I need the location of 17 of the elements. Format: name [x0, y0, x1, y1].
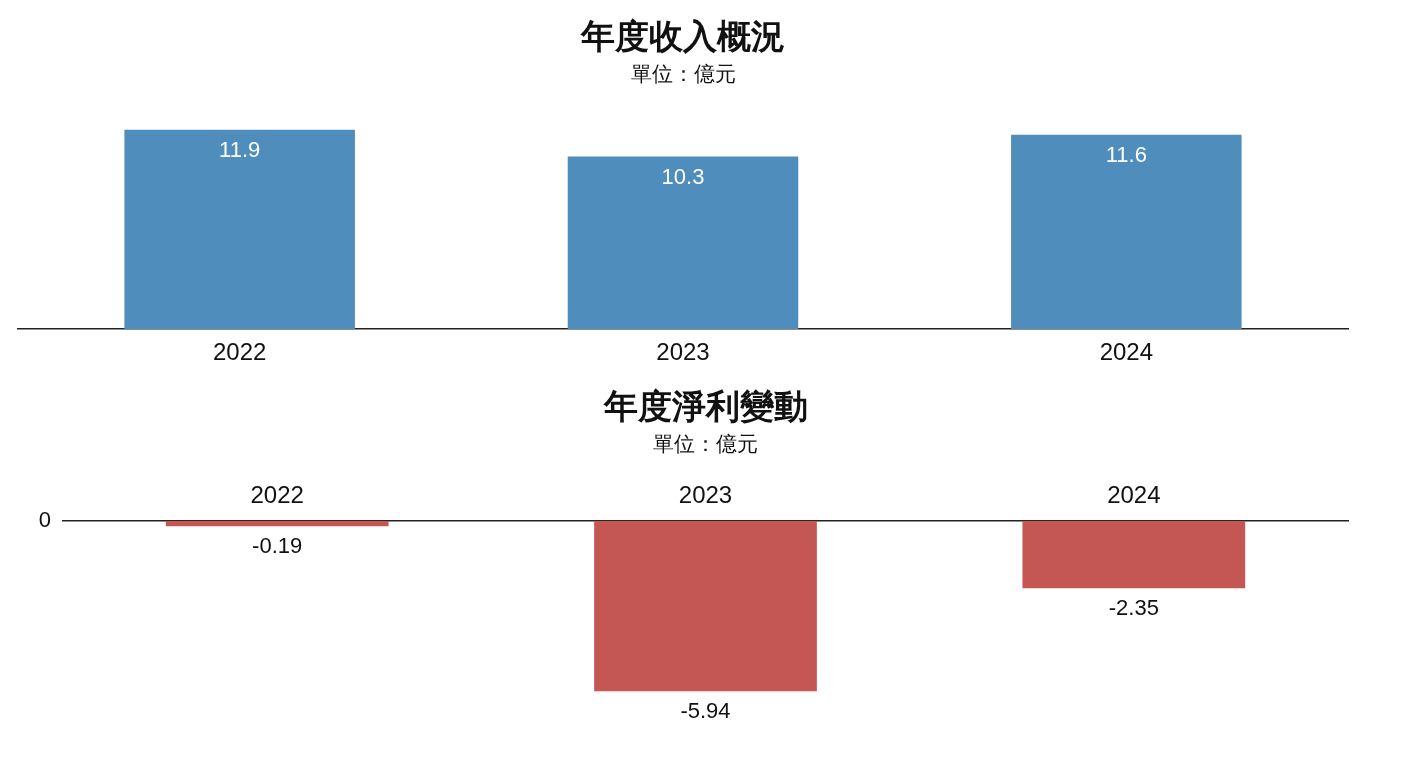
x-tick-label: 2023: [678, 481, 733, 509]
data-label: 11.6: [1105, 141, 1147, 167]
data-label: -5.94: [680, 698, 731, 724]
x-tick-label: 2024: [1099, 338, 1154, 366]
chart-title: 年度淨利變動: [602, 386, 808, 425]
chart-subtitle: 單位：億元: [630, 62, 736, 86]
x-tick-label: 2022: [212, 338, 267, 366]
text: 0: [38, 506, 51, 532]
data-label: 11.9: [219, 136, 261, 162]
x-tick-label: 2023: [656, 338, 710, 366]
chart-subtitle: 單位：億元: [653, 432, 758, 456]
data-label: 10.3: [661, 163, 705, 189]
data-label: -2.35: [1108, 595, 1159, 621]
data-label: -0.19: [252, 533, 303, 559]
x-tick-label: 2022: [250, 481, 304, 509]
x-tick-label: 2024: [1107, 481, 1161, 509]
chart-title: 年度收入概況: [580, 16, 785, 55]
